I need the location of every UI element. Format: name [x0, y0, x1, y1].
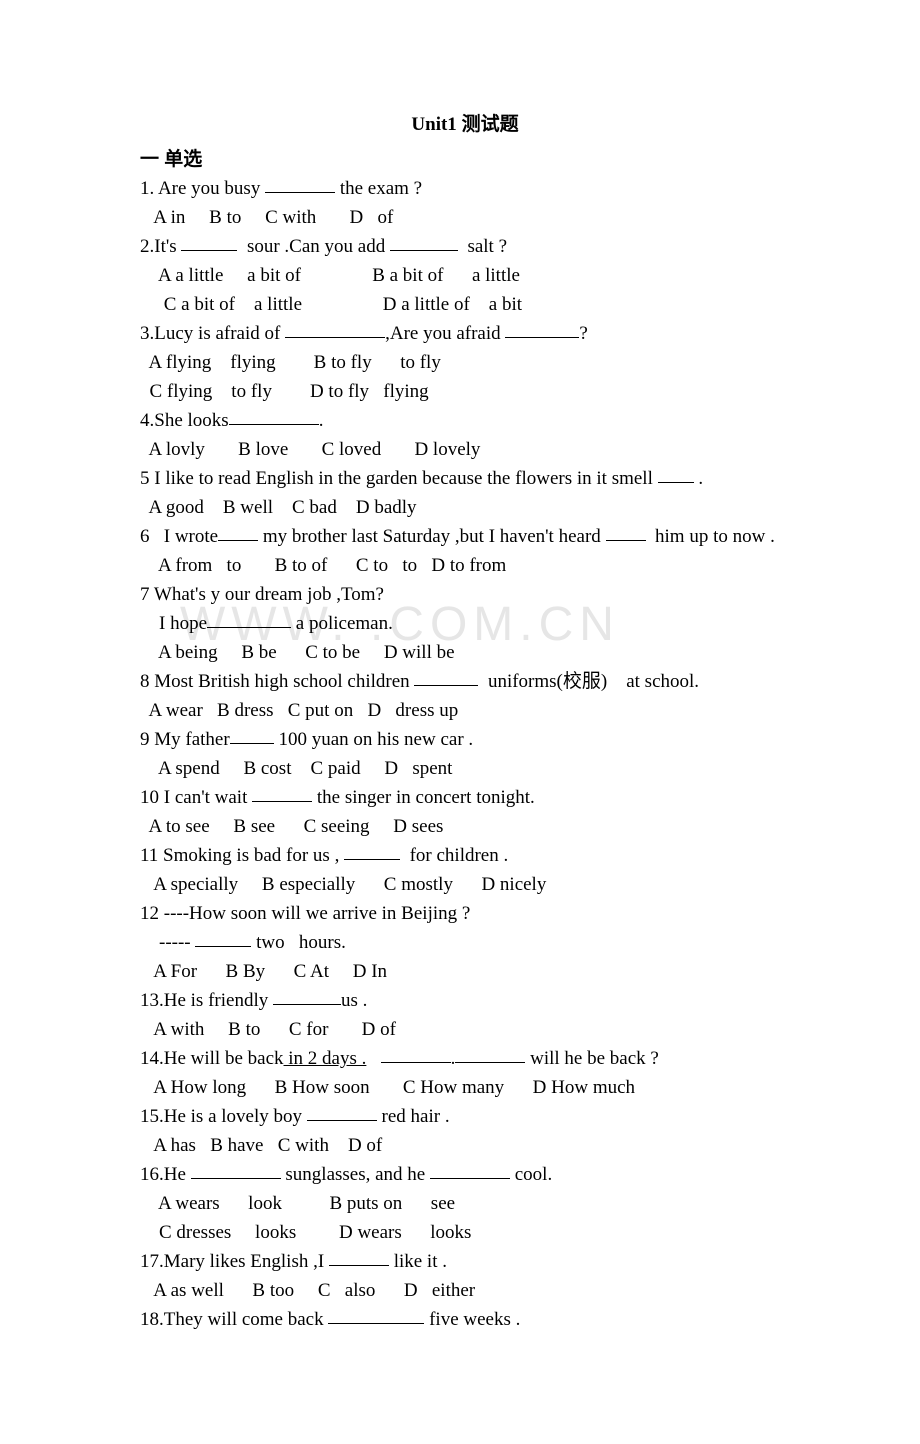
blank [414, 666, 478, 686]
blank [218, 521, 258, 541]
title: Unit1 测试题 [140, 110, 790, 139]
title-latin: Unit1 [411, 114, 456, 135]
blank [195, 927, 251, 947]
q14-opts: A How long B How soon C How many D How m… [140, 1073, 790, 1102]
q2-stem: 2.It's sour .Can you add salt ? [140, 232, 790, 261]
content: Unit1 测试题 一 单选 1. Are you busy the exam … [140, 110, 790, 1334]
q3-opts1: A flying flying B to fly to fly [140, 348, 790, 377]
blank [307, 1101, 377, 1121]
q6-stem: 6 I wrote my brother last Saturday ,but … [140, 522, 790, 551]
q16-opts2: C dresses looks D wears looks [140, 1218, 790, 1247]
q8-stem: 8 Most British high school children unif… [140, 667, 790, 696]
q5-stem: 5 I like to read English in the garden b… [140, 464, 790, 493]
blank [328, 1304, 424, 1324]
q12-stem-a: 12 ----How soon will we arrive in Beijin… [140, 899, 790, 928]
q17-opts: A as well B too C also D either [140, 1276, 790, 1305]
q6-opts: A from to B to of C to to D to from [140, 551, 790, 580]
q2-opts1: A a little a bit of B a bit of a little [140, 261, 790, 290]
q13-opts: A with B to C for D of [140, 1015, 790, 1044]
q3-stem: 3.Lucy is afraid of ,Are you afraid ? [140, 319, 790, 348]
underlined-text: in 2 days . [284, 1048, 367, 1069]
blank [265, 173, 335, 193]
q16-opts1: A wears look B puts on see [140, 1189, 790, 1218]
q16-stem: 16.He sunglasses, and he cool. [140, 1160, 790, 1189]
blank [344, 840, 400, 860]
q1-opts: A in B to C with D of [140, 203, 790, 232]
blank [329, 1246, 389, 1266]
q7-stem-a: 7 What's y our dream job ,Tom? [140, 580, 790, 609]
q4-stem: 4.She looks. [140, 406, 790, 435]
blank [455, 1043, 525, 1063]
q7-opts: A being B be C to be D will be [140, 638, 790, 667]
q18-stem: 18.They will come back five weeks . [140, 1305, 790, 1334]
q4-opts: A lovly B love C loved D lovely [140, 435, 790, 464]
q14-stem: 14.He will be back in 2 days . . will he… [140, 1044, 790, 1073]
title-cjk: 测试题 [457, 114, 519, 135]
q3-opts2: C flying to fly D to fly flying [140, 377, 790, 406]
section-heading: 一 单选 [140, 145, 790, 174]
q1-stem: 1. Are you busy the exam ? [140, 174, 790, 203]
q10-opts: A to see B see C seeing D sees [140, 812, 790, 841]
blank [658, 463, 694, 483]
blank [252, 782, 312, 802]
q11-stem: 11 Smoking is bad for us , for children … [140, 841, 790, 870]
q10-stem: 10 I can't wait the singer in concert to… [140, 783, 790, 812]
blank [381, 1043, 451, 1063]
q15-stem: 15.He is a lovely boy red hair . [140, 1102, 790, 1131]
q12-stem-b: ----- two hours. [140, 928, 790, 957]
q8-opts: A wear B dress C put on D dress up [140, 696, 790, 725]
blank [207, 608, 291, 628]
q7-stem-b: I hope a policeman. [140, 609, 790, 638]
blank [273, 985, 341, 1005]
blank [430, 1159, 510, 1179]
q9-opts: A spend B cost C paid D spent [140, 754, 790, 783]
blank [229, 405, 319, 425]
q13-stem: 13.He is friendly us . [140, 986, 790, 1015]
blank [606, 521, 646, 541]
q12-opts: A For B By C At D In [140, 957, 790, 986]
q17-stem: 17.Mary likes English ,I like it . [140, 1247, 790, 1276]
blank [181, 231, 237, 251]
blank [505, 318, 579, 338]
q15-opts: A has B have C with D of [140, 1131, 790, 1160]
page: WWW. .COM.CN Unit1 测试题 一 单选 1. Are you b… [0, 0, 920, 1444]
blank [230, 724, 274, 744]
q11-opts: A specially B especially C mostly D nice… [140, 870, 790, 899]
blank [390, 231, 458, 251]
q9-stem: 9 My father 100 yuan on his new car . [140, 725, 790, 754]
blank [285, 318, 385, 338]
blank [191, 1159, 281, 1179]
q2-opts2: C a bit of a little D a little of a bit [140, 290, 790, 319]
q5-opts: A good B well C bad D badly [140, 493, 790, 522]
